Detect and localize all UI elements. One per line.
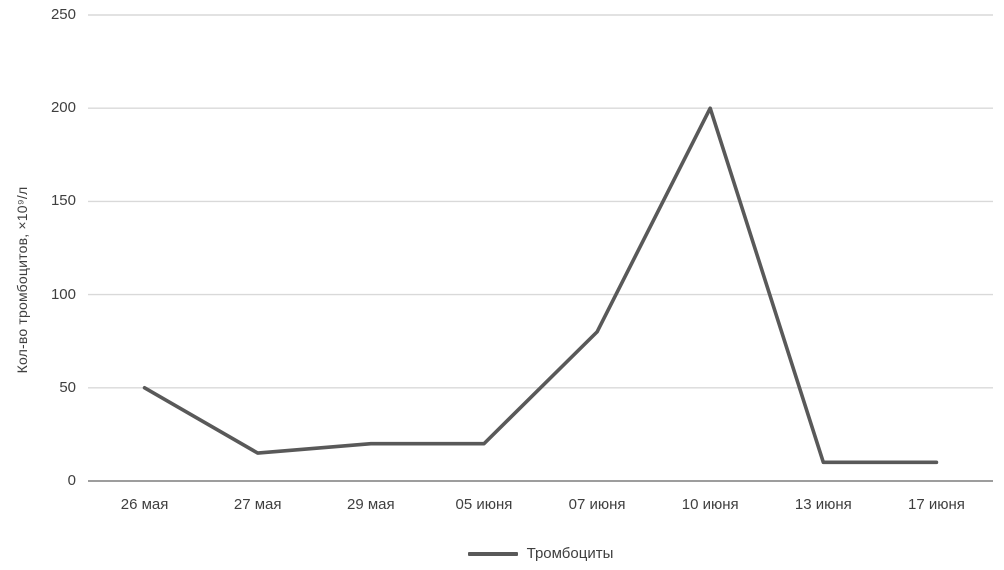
x-tick-label: 10 июня xyxy=(681,496,739,513)
y-tick-label: 50 xyxy=(59,378,76,396)
x-tick-label: 17 июня xyxy=(907,496,965,513)
legend-label: Тромбоциты xyxy=(526,545,614,562)
y-tick-label: 200 xyxy=(50,99,76,117)
x-tick-label: 29 мая xyxy=(346,496,395,513)
x-tick-label: 26 мая xyxy=(120,496,169,513)
y-tick-label: 150 xyxy=(50,192,76,210)
legend: Тромбоциты xyxy=(88,545,993,562)
y-tick-label: 0 xyxy=(67,472,76,489)
x-tick-label: 13 июня xyxy=(794,496,852,513)
y-axis-title: Кол-во тромбоцитов, ×10⁹/л xyxy=(14,186,30,374)
x-tick-label: 27 мая xyxy=(233,496,282,513)
y-tick-label: 250 xyxy=(50,6,76,23)
legend-line-swatch xyxy=(467,551,518,556)
x-tick-label: 05 июня xyxy=(455,496,513,513)
series-line-Тромбоциты xyxy=(142,106,939,465)
y-tick-label: 100 xyxy=(50,285,76,303)
x-tick-label: 07 июня xyxy=(568,496,626,513)
